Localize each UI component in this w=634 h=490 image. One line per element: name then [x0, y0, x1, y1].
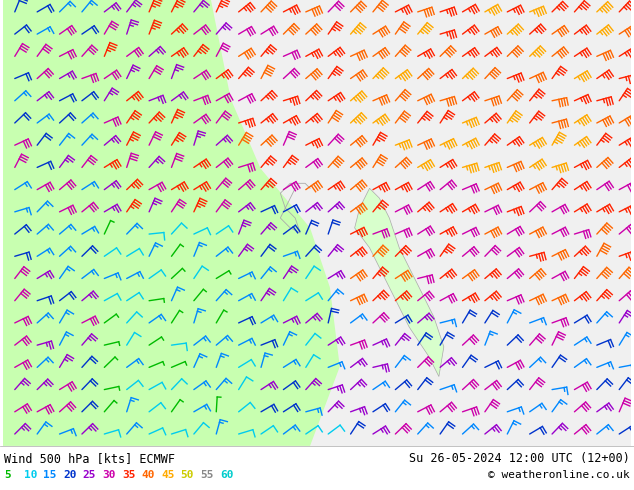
Text: 40: 40: [141, 470, 155, 480]
Text: 60: 60: [220, 470, 233, 480]
Text: 50: 50: [181, 470, 194, 480]
Text: 20: 20: [63, 470, 77, 480]
Text: 10: 10: [23, 470, 37, 480]
Text: Su 26-05-2024 12:00 UTC (12+00): Su 26-05-2024 12:00 UTC (12+00): [409, 452, 630, 465]
Text: 45: 45: [161, 470, 174, 480]
Text: 35: 35: [122, 470, 135, 480]
Text: 15: 15: [43, 470, 57, 480]
Text: 5: 5: [4, 470, 11, 480]
Text: Wind 500 hPa [kts] ECMWF: Wind 500 hPa [kts] ECMWF: [4, 452, 175, 465]
Text: 30: 30: [102, 470, 115, 480]
Text: © weatheronline.co.uk: © weatheronline.co.uk: [488, 470, 630, 480]
Polygon shape: [3, 0, 340, 446]
Text: 55: 55: [200, 470, 214, 480]
Text: 25: 25: [82, 470, 96, 480]
Polygon shape: [354, 188, 444, 376]
